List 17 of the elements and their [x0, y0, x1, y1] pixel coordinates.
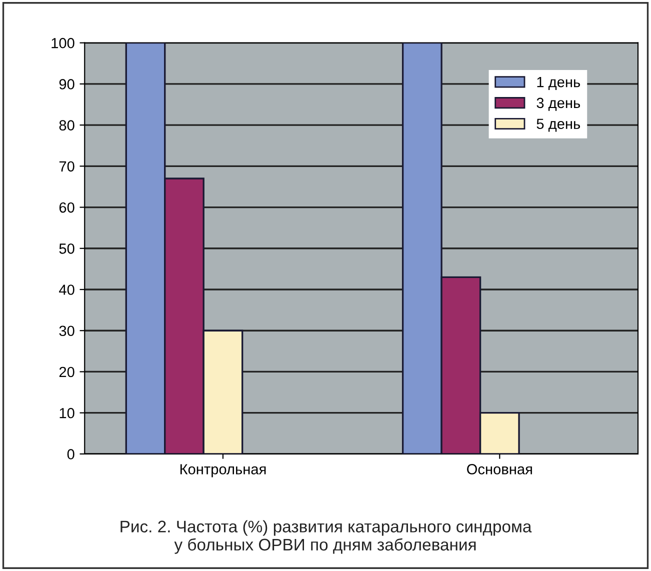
y-tick-label: 90 [59, 79, 74, 90]
y-tick-label: 30 [59, 326, 74, 336]
y-tick-label: 70 [59, 161, 74, 172]
y-tick-label: 50 [59, 243, 74, 254]
y-tick-label: 10 [60, 408, 74, 418]
y-tick-label: 80 [59, 120, 74, 130]
legend-label: 5 день [536, 118, 580, 132]
y-tick-label: 0 [67, 449, 74, 460]
y-tick-label: 40 [59, 284, 74, 295]
y-tick-label: 60 [59, 202, 74, 213]
legend-label: 1 день [537, 77, 580, 90]
legend-label: 3 день [536, 98, 580, 111]
y-tick-label: 20 [59, 366, 74, 378]
x-tick-label: Основная [467, 464, 532, 474]
text: Рис. 2. Частота (%) развития катарального синдрома у больных ОРВИ по дням заболевания [120, 520, 532, 554]
y-tick-label: 100 [52, 38, 74, 48]
x-tick-label: Контрольная [180, 464, 266, 478]
